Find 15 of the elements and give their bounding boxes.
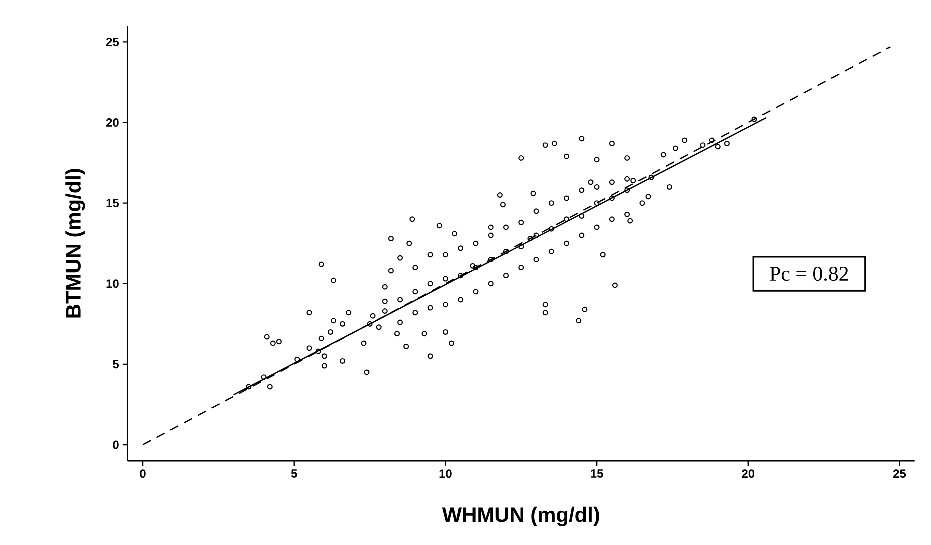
x-tick-label: 25 (894, 470, 906, 478)
y-tick-label: 20 (106, 118, 119, 127)
x-tick-label: 15 (591, 470, 604, 478)
y-axis-title: BTMUN (mg/dl) (66, 169, 86, 318)
y-tick-label: 25 (106, 38, 120, 46)
y-tick-label: 15 (106, 199, 120, 208)
y-tick-label: 10 (106, 280, 119, 288)
annotation: Pc = 0.82 (770, 266, 848, 282)
x-tick-label: 10 (440, 470, 452, 478)
y-tick-label: 0 (113, 440, 119, 450)
x-axis-title: WHMUN (mg/dl) (442, 506, 600, 527)
x-tick-label: 5 (291, 470, 298, 478)
x-tick-label: 20 (742, 470, 755, 478)
x-tick-label: 0 (140, 470, 146, 478)
y-tick-label: 5 (113, 360, 120, 369)
